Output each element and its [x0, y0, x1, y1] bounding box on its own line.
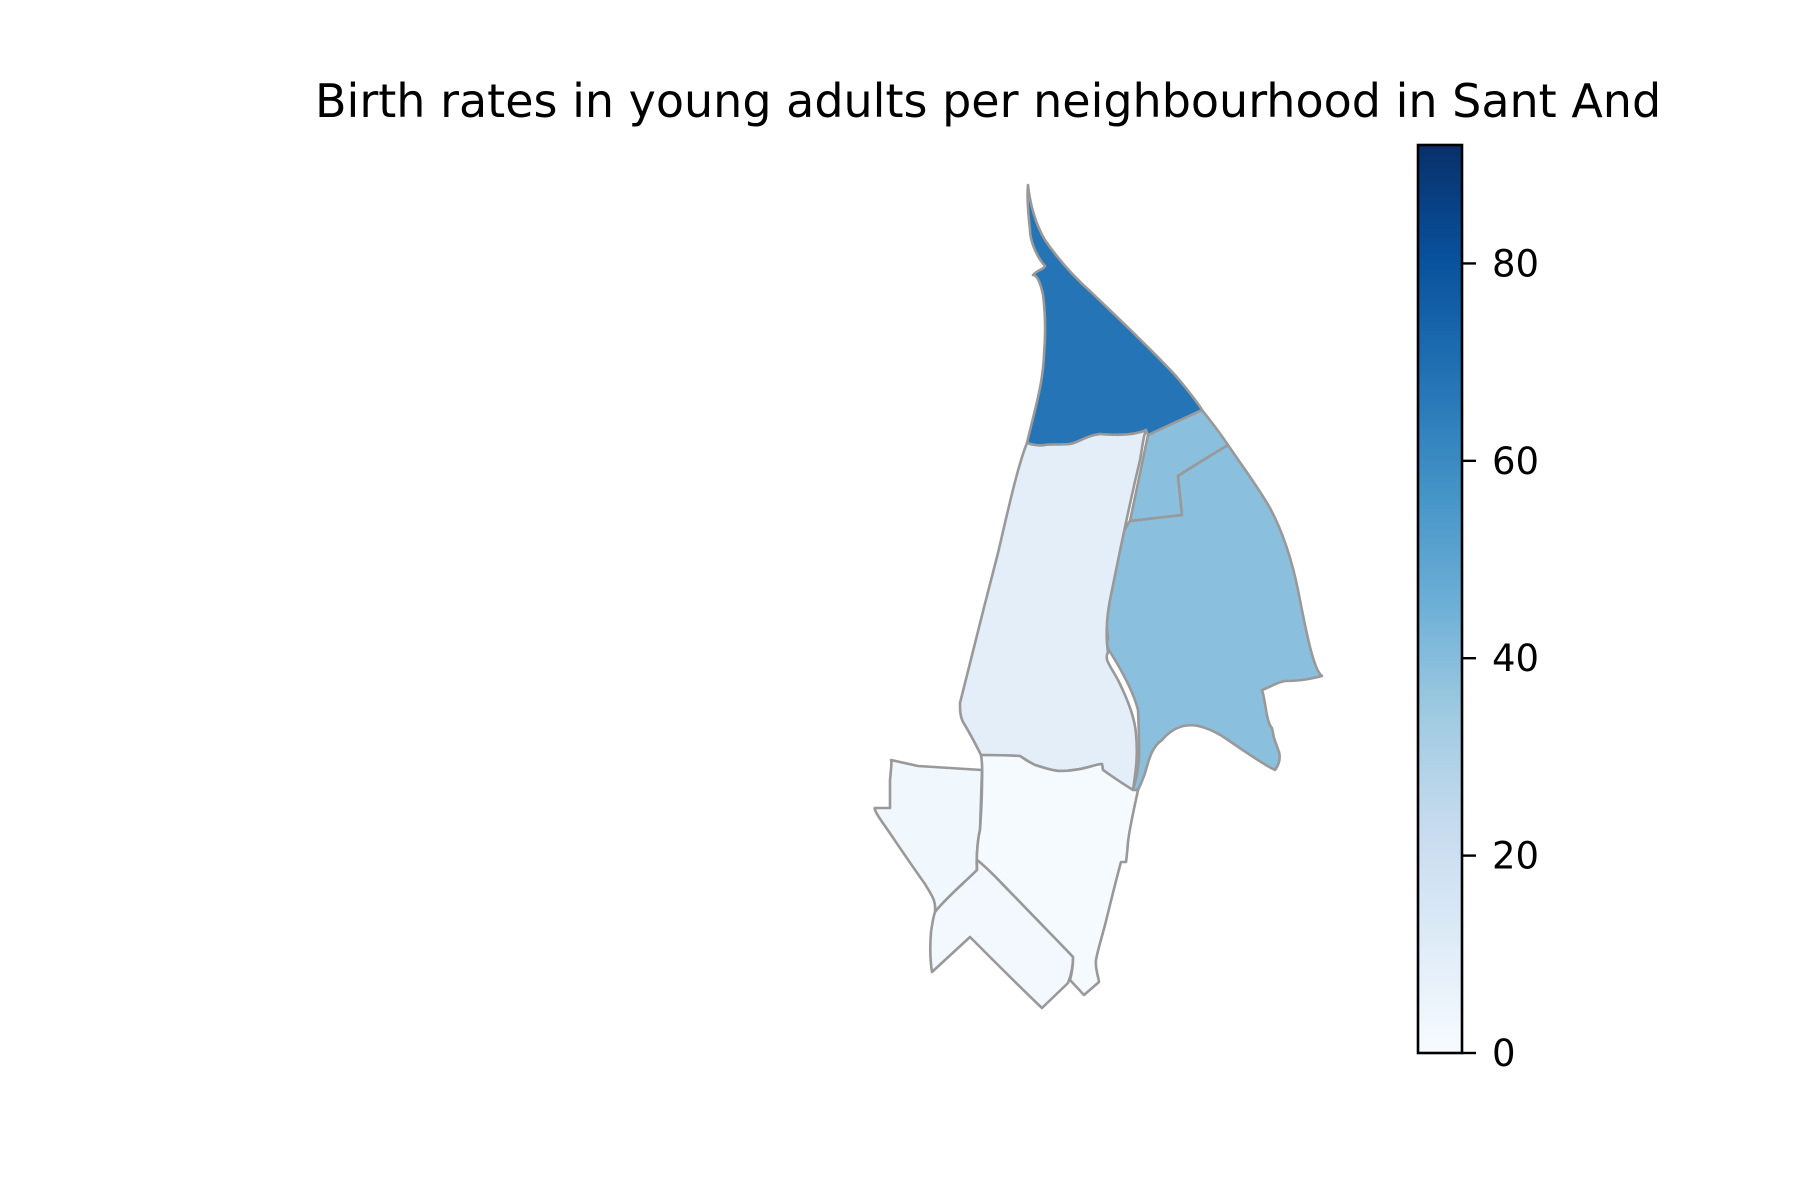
- region-east-large[interactable]: [1105, 443, 1324, 792]
- map-regions: [873, 183, 1324, 1010]
- region-south-bottom[interactable]: [929, 858, 1075, 1010]
- region-center[interactable]: [958, 428, 1148, 792]
- colorbar-tick-label: 0: [1492, 1032, 1516, 1075]
- map-title: Birth rates in young adults per neighbou…: [315, 74, 1661, 128]
- colorbar-tick-label: 40: [1492, 637, 1539, 680]
- colorbar-tick-label: 80: [1492, 242, 1539, 285]
- colorbar-ticks: 0 20 40 60 80: [1462, 242, 1539, 1075]
- colorbar-frame: [1416, 143, 1464, 1055]
- region-north[interactable]: [1025, 183, 1204, 447]
- colorbar-tick-label: 60: [1492, 440, 1539, 483]
- colorbar-tick-label: 20: [1492, 835, 1539, 878]
- colorbar: 0 20 40 60 80: [1416, 143, 1539, 1075]
- colorbar-gradient: [1418, 145, 1462, 1053]
